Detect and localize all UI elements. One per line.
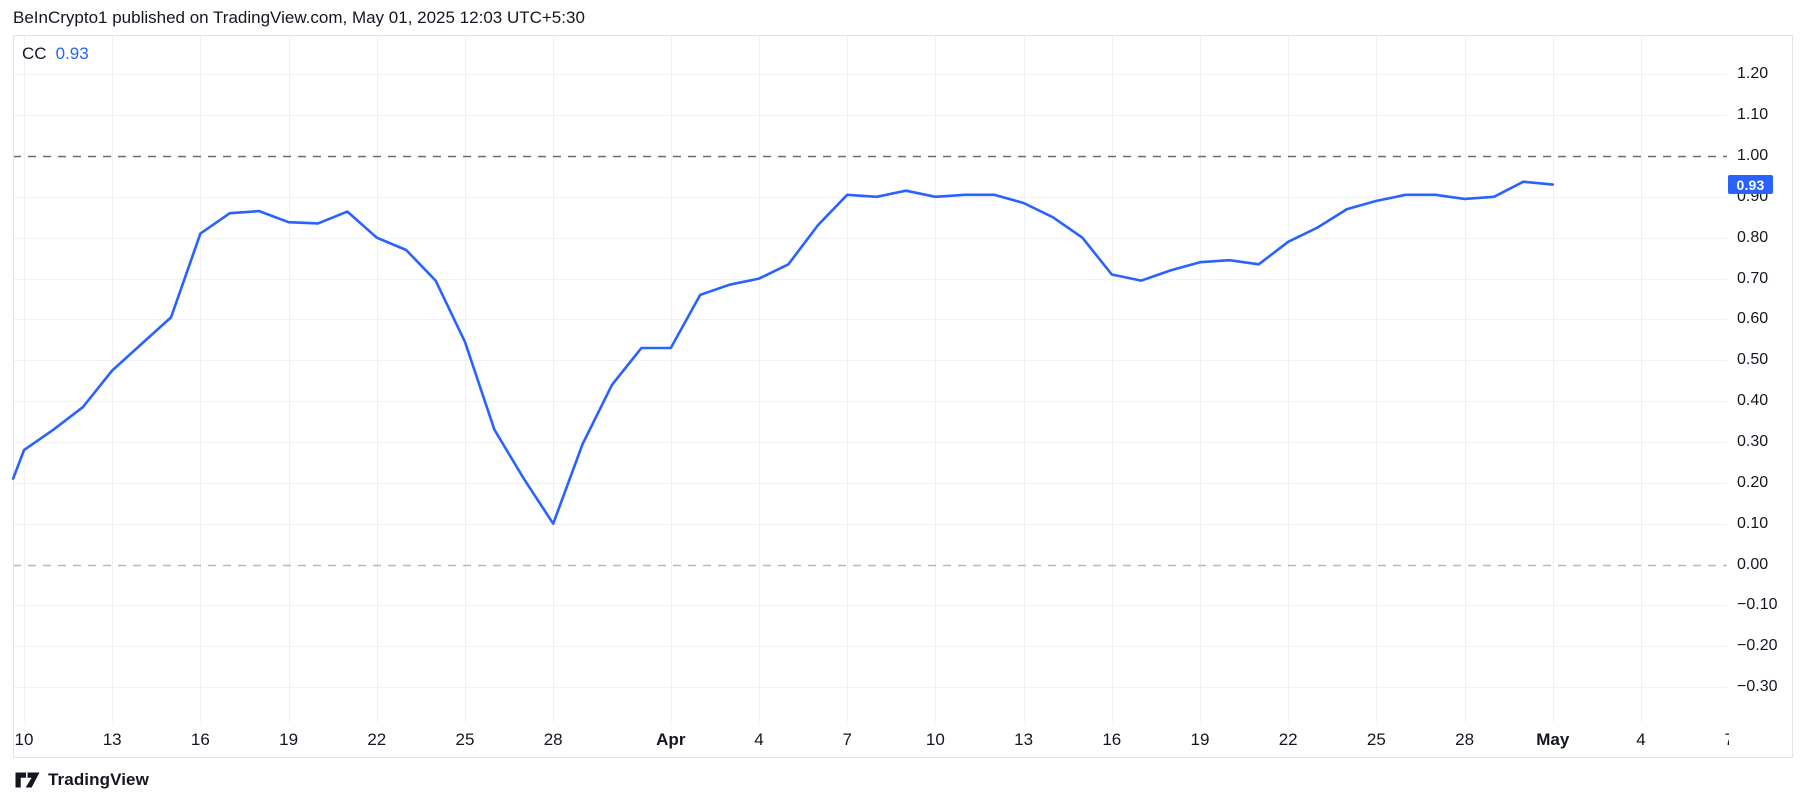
price-tick-label: 0.20 — [1737, 473, 1769, 491]
price-tick-label: −0.20 — [1737, 637, 1778, 655]
pane-border — [13, 35, 1793, 758]
time-tick-label: 16 — [190, 730, 210, 749]
time-scale[interactable]: 10 13 16 19 22 25 28 Apr 4 7 10 13 16 19 22 25 28 May 4 7 — [0, 722, 1729, 757]
time-tick-label: 7 — [1703, 730, 1729, 750]
footer-brand-label: TradingView — [48, 770, 149, 789]
time-tick-label: 7 — [842, 730, 852, 749]
time-tick-label: 13 — [102, 730, 122, 749]
indicator-legend[interactable]: CC 0.93 — [22, 44, 89, 64]
time-tick-label: 19 — [1190, 730, 1210, 749]
time-tick-label: 25 — [455, 730, 475, 749]
indicator-name: CC — [22, 44, 47, 63]
time-tick-label: 25 — [1366, 730, 1386, 749]
time-tick-label: Apr — [656, 730, 686, 749]
price-tick-label: 0.80 — [1737, 228, 1769, 246]
indicator-last-value: 0.93 — [55, 44, 89, 63]
time-tick-label: 13 — [1014, 730, 1034, 749]
price-scale[interactable]: 0.93 1.20 1.10 1.00 0.90 0.80 0.70 0.60 0.50 0.4… — [1727, 35, 1793, 757]
time-tick-label: 19 — [279, 730, 299, 749]
time-tick-label: 16 — [1102, 730, 1122, 749]
price-tick-label: −0.30 — [1737, 678, 1778, 696]
cc-series-line — [11, 180, 1555, 526]
time-tick-label: 4 — [1636, 730, 1646, 749]
price-tick-label: 0.30 — [1737, 432, 1769, 450]
price-tick-label: 1.10 — [1737, 106, 1769, 124]
price-tick-label: −0.10 — [1737, 596, 1778, 614]
footer-brand-link[interactable]: TradingView — [14, 765, 149, 795]
price-tick-label: 1.00 — [1737, 147, 1769, 164]
price-tick-label: 1.20 — [1737, 65, 1769, 83]
time-tick-label: 22 — [1278, 730, 1298, 749]
price-tick-label: 0.50 — [1737, 351, 1769, 369]
time-tick-label: May — [1536, 730, 1570, 749]
time-tick-label: 10 — [14, 730, 34, 749]
tradingview-logo-icon — [15, 772, 40, 788]
price-tick-label: 0.70 — [1737, 269, 1769, 287]
price-tick-label: 0.40 — [1737, 392, 1769, 410]
last-value-badge: 0.93 — [1728, 175, 1773, 195]
price-tick-label: 0.60 — [1737, 310, 1769, 328]
chart-attribution: BeInCrypto1 published on TradingView.com… — [13, 8, 585, 27]
time-tick-label: 28 — [1455, 730, 1475, 749]
time-tick-label: 10 — [925, 730, 945, 749]
time-tick-label: 4 — [754, 730, 764, 749]
price-tick-label: 0.10 — [1737, 514, 1769, 532]
time-tick-label: 22 — [367, 730, 387, 749]
price-tick-label: 0.00 — [1737, 555, 1769, 573]
time-tick-label: 28 — [543, 730, 563, 749]
